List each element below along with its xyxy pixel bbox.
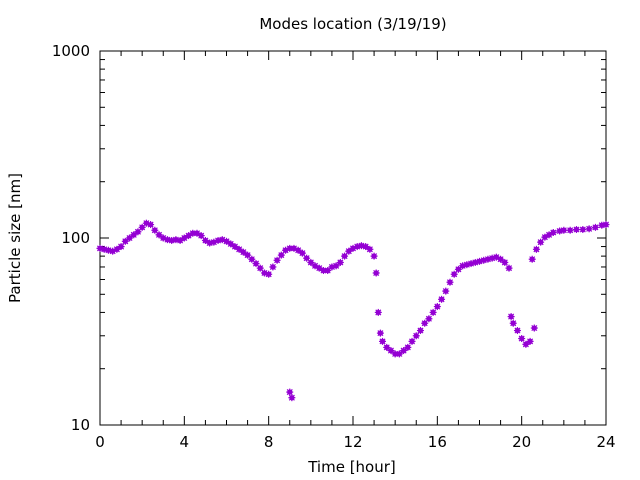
x-tick-label: 0: [95, 433, 105, 451]
data-point: [288, 394, 296, 402]
data-point: [147, 221, 155, 229]
data-point: [376, 329, 384, 337]
data-point: [155, 231, 163, 239]
data-point: [425, 315, 433, 323]
data-point: [121, 237, 129, 245]
data-point: [416, 327, 424, 335]
data-point: [412, 332, 420, 340]
data-point: [450, 270, 458, 278]
x-tick-label: 20: [512, 433, 531, 451]
data-point: [303, 254, 311, 262]
data-point: [497, 255, 505, 263]
data-point: [509, 319, 517, 327]
y-axis-label: Particle size [nm]: [6, 173, 24, 303]
data-point: [467, 260, 475, 268]
data-point: [185, 232, 193, 240]
data-point: [151, 226, 159, 234]
data-point: [273, 256, 281, 264]
data-point: [294, 246, 302, 254]
data-point: [197, 232, 205, 240]
data-point: [560, 226, 568, 234]
y-tick-label: 10: [71, 416, 90, 434]
axis-ticks: [99, 50, 607, 426]
y-tick-label: 1000: [52, 42, 90, 60]
data-point: [537, 238, 545, 246]
data-point: [408, 337, 416, 345]
data-point: [438, 295, 446, 303]
data-point: [446, 278, 454, 286]
data-point: [372, 269, 380, 277]
chart-title: Modes location (3/19/19): [259, 15, 446, 33]
data-point: [501, 258, 509, 266]
data-point: [130, 231, 138, 239]
data-point: [442, 287, 450, 295]
data-point: [379, 337, 387, 345]
data-point: [117, 243, 125, 251]
data-point: [579, 226, 587, 234]
x-axis-label: Time [hour]: [307, 458, 396, 476]
data-point: [336, 258, 344, 266]
data-point: [566, 226, 574, 234]
data-point: [532, 245, 540, 253]
data-point: [400, 347, 408, 355]
data-point: [269, 263, 277, 271]
x-tick-label: 8: [264, 433, 274, 451]
data-point: [366, 245, 374, 253]
data-point: [235, 245, 243, 253]
x-tick-label: 12: [343, 433, 362, 451]
data-point: [387, 347, 395, 355]
data-point: [286, 388, 294, 396]
data-point: [374, 308, 382, 316]
data-point: [404, 343, 412, 351]
data-point: [362, 243, 370, 251]
data-point: [332, 262, 340, 270]
data-point: [513, 327, 521, 335]
data-point: [528, 255, 536, 263]
data-point: [341, 252, 349, 260]
data-point: [395, 350, 403, 358]
data-point: [505, 264, 513, 272]
data-point: [223, 237, 230, 245]
data-point: [227, 240, 235, 248]
data-point: [239, 248, 247, 256]
data-point: [433, 303, 441, 311]
data-point: [113, 245, 121, 253]
data-point: [572, 226, 580, 234]
data-point: [349, 244, 357, 252]
tick-labels: 0 4 8 12 16 20 24 10 100 1000: [52, 42, 616, 451]
data-point: [126, 234, 134, 242]
data-point: [370, 252, 378, 260]
data-point: [522, 340, 530, 348]
data-point: [265, 270, 273, 278]
data-point: [328, 263, 336, 271]
data-point: [591, 223, 599, 231]
data-point: [518, 335, 526, 343]
data-point: [602, 221, 610, 229]
data-point: [549, 229, 557, 237]
data-point: [383, 343, 391, 351]
data-point: [463, 261, 471, 269]
data-point: [231, 243, 239, 251]
x-tick-label: 24: [596, 433, 615, 451]
data-point: [277, 251, 285, 259]
data-point: [298, 249, 306, 257]
y-tick-label: 100: [61, 229, 90, 247]
data-point: [201, 236, 209, 244]
data-point: [526, 337, 534, 345]
data-point: [256, 264, 264, 272]
data-points: [96, 219, 610, 402]
data-point: [530, 324, 538, 332]
x-tick-label: 4: [180, 433, 190, 451]
data-point: [307, 258, 315, 266]
x-tick-label: 16: [428, 433, 447, 451]
data-point: [189, 229, 197, 237]
data-point: [507, 313, 515, 321]
data-point: [429, 308, 437, 316]
data-point: [345, 247, 353, 255]
data-point: [159, 234, 167, 242]
data-point: [421, 319, 429, 327]
data-point: [252, 260, 260, 268]
data-point: [585, 225, 593, 233]
